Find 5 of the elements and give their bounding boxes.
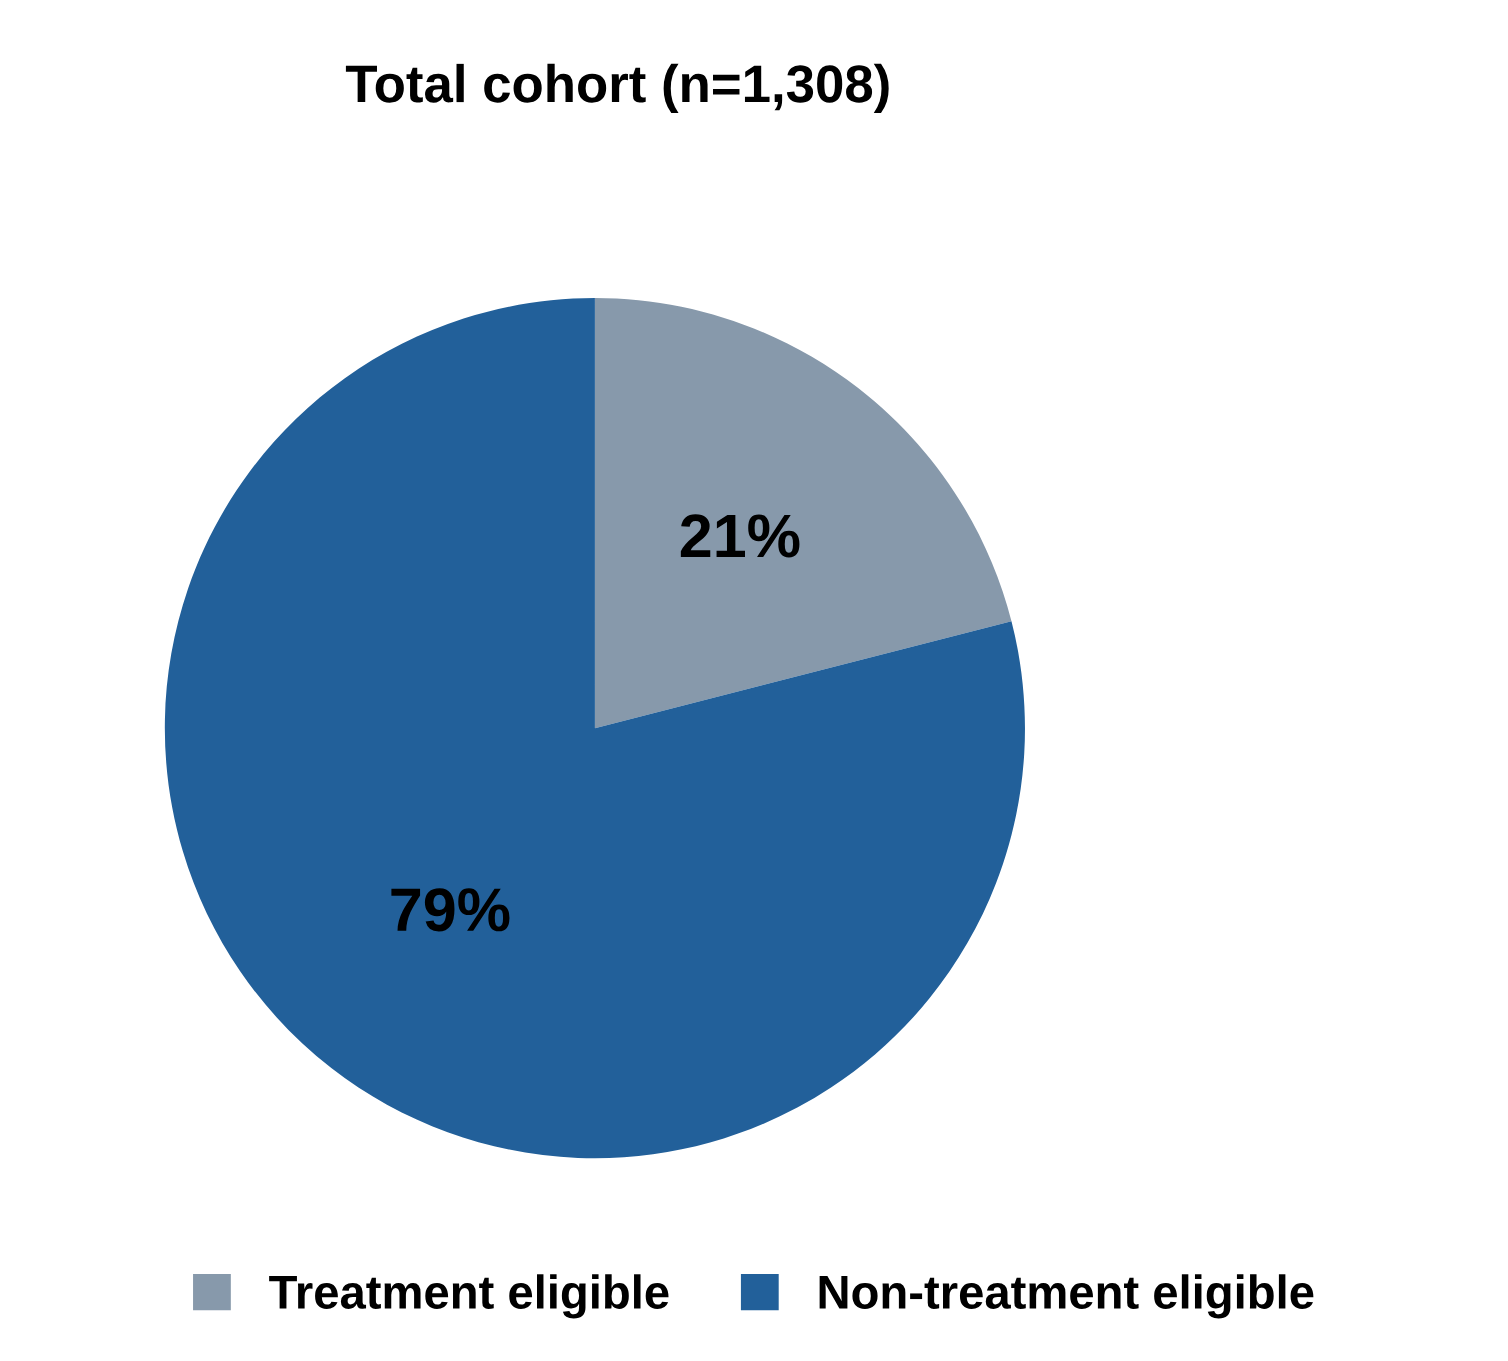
data-label: 21%: [680, 514, 800, 558]
legend-label: Treatment eligible: [269, 1274, 669, 1319]
legend-label: Non-treatment eligible: [819, 1274, 1314, 1319]
data-label: 79%: [391, 888, 510, 932]
chart-title: Total cohort (n=1,308): [345, 63, 889, 114]
